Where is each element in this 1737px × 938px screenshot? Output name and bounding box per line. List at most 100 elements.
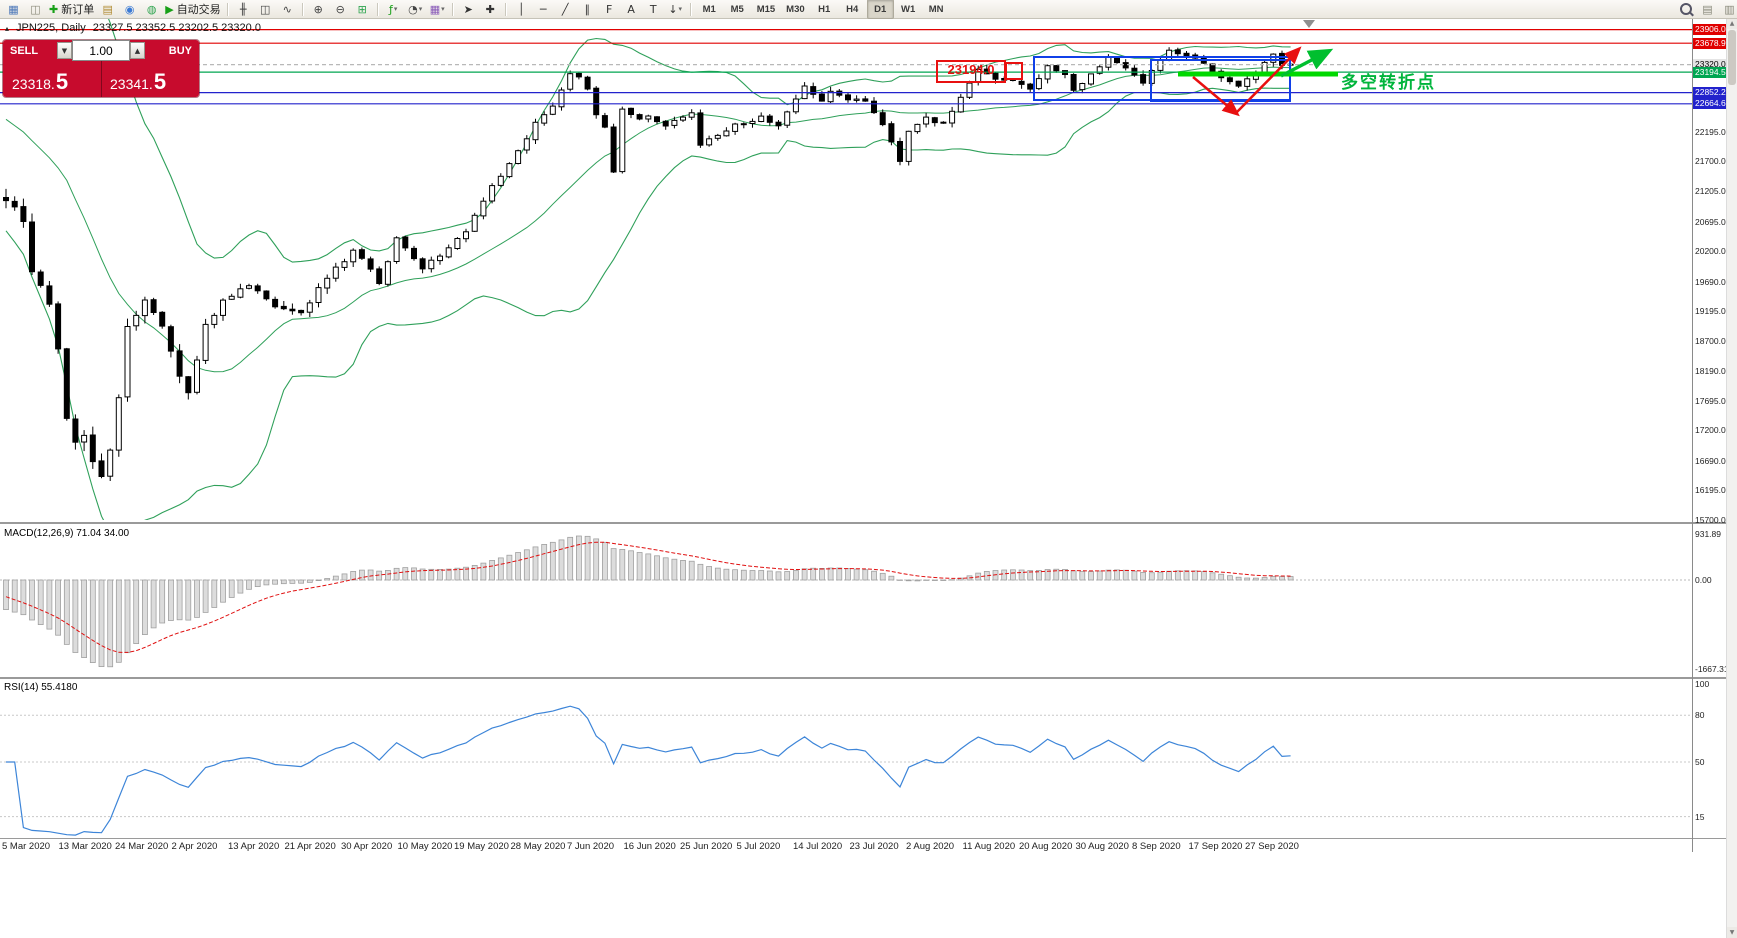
rsi-axis-label: 100 [1695, 679, 1710, 689]
templates-icon[interactable]: ▦ ▾ [429, 2, 445, 16]
timeframe-m15[interactable]: M15 [756, 3, 776, 15]
shift-marker-icon [1303, 20, 1315, 28]
price-tag: 23320.0 [1693, 59, 1729, 71]
zoom-out-icon[interactable]: ⊖ [335, 2, 345, 16]
price-axis-tick: 21205.0 [1695, 186, 1726, 197]
price-axis-tick: 17200.0 [1695, 425, 1726, 436]
cursor-icon[interactable]: ➤ [463, 2, 473, 16]
sell-price-big-digit: 5 [55, 69, 69, 95]
search-icon[interactable] [1675, 1, 1696, 17]
annotation-price-label: 23194.0 [936, 60, 1006, 83]
zoom-in-icon[interactable]: ⊕ [313, 2, 323, 16]
ohlc-values: 23327.5 23352.5 23202.5 23320.0 [92, 22, 261, 34]
volume-increase-button[interactable]: ▲ [130, 42, 145, 59]
scrollbar-down-icon[interactable]: ▼ [1727, 927, 1737, 938]
date-axis-label: 13 Mar 2020 [58, 841, 112, 852]
buy-button[interactable]: 23341. 5 [101, 61, 199, 97]
annotation-blue-box-a [1033, 56, 1291, 101]
timeframe-w1[interactable]: W1 [901, 3, 916, 15]
docs-icon[interactable]: ▥ [1724, 2, 1735, 16]
label-icon[interactable]: T [649, 2, 657, 16]
channel-icon[interactable]: ∥ [584, 2, 590, 16]
toolbar-separator [301, 2, 304, 16]
timeframe-m5[interactable]: M5 [730, 3, 744, 15]
text-icon[interactable]: A [627, 2, 635, 16]
date-axis-label: 14 Jul 2020 [793, 841, 843, 852]
timeframe-m1[interactable]: M1 [702, 3, 716, 15]
price-axis-tick: 16195.0 [1695, 485, 1726, 496]
date-axis-label: 17 Sep 2020 [1188, 841, 1243, 852]
time-axis-border [0, 838, 1727, 839]
macd-axis-label: -1667.31 [1695, 664, 1729, 674]
auto-trading-button[interactable]: ▶ 自动交易 [165, 2, 221, 17]
timeframe-h4[interactable]: H4 [846, 3, 859, 15]
date-axis-label: 2 Aug 2020 [906, 841, 955, 852]
indicators-icon[interactable]: ƒ ▾ [388, 2, 398, 16]
new-order-button[interactable]: ✚ 新订单 [49, 2, 95, 17]
date-axis-label: 19 May 2020 [454, 841, 509, 852]
macd-indicator-label: MACD(12,26,9) 71.04 34.00 [4, 528, 130, 539]
candlestick-chart-icon[interactable]: ◫ [259, 2, 271, 16]
alerts-icon[interactable]: ◉ [124, 2, 135, 16]
fibonacci-icon[interactable]: F [606, 2, 613, 16]
candles-layer [3, 47, 1294, 481]
price-axis-tick: 17695.0 [1695, 395, 1726, 406]
sell-price: 23318. [12, 75, 55, 92]
macd-axis-label: 931.89 [1695, 529, 1721, 539]
annotation-green-arrow-up [1280, 48, 1334, 78]
line-chart-icon[interactable]: ∿ [282, 2, 292, 16]
annotation-small-red-box [1005, 62, 1023, 80]
scrollbar-up-icon[interactable]: ▲ [1727, 18, 1737, 29]
chart-window-icon[interactable]: ▦ [8, 2, 19, 16]
volume-input[interactable] [72, 40, 130, 61]
sell-button[interactable]: 23318. 5 [3, 61, 101, 97]
periods-icon[interactable]: ◔ ▾ [408, 2, 423, 16]
price-axis-tick: 20200.0 [1695, 246, 1726, 257]
arrows-icon[interactable]: ↓ ▾ [668, 2, 683, 16]
panel-splitter-rsi[interactable] [0, 677, 1727, 679]
terminal-icon[interactable]: ▤ [102, 2, 113, 16]
date-axis-label: 20 Aug 2020 [1019, 841, 1073, 852]
annotation-turning-point-text: 多空转折点 [1341, 73, 1436, 92]
vertical-line-icon[interactable]: │ [517, 2, 525, 16]
price-axis-tick: 19195.0 [1695, 306, 1726, 317]
date-axis-label: 25 Jun 2020 [680, 841, 733, 852]
timeframe-m30[interactable]: M30 [786, 3, 805, 15]
tile-windows-icon[interactable]: ⊞ [357, 2, 367, 16]
buy-label: BUY [168, 44, 192, 57]
volume-decrease-button[interactable]: ▼ [57, 42, 72, 59]
community-icon[interactable]: ◍ [146, 2, 157, 16]
search-icon-glyph [1679, 3, 1692, 15]
scrollbar-thumb[interactable] [1728, 30, 1736, 85]
price-tag: 22664.6 [1693, 98, 1729, 110]
toolbar-separator [504, 2, 507, 16]
price-axis-tick: 21700.0 [1695, 156, 1726, 167]
chart-symbol-header: ▴ JPN225, Daily 23327.5 23352.5 23202.5 … [5, 22, 261, 34]
profiles-icon[interactable]: ◫ [30, 2, 41, 16]
price-axis-tick: 18190.0 [1695, 366, 1726, 377]
date-axis-label: 16 Jun 2020 [623, 841, 676, 852]
rsi-indicator-label: RSI(14) 55.4180 [4, 682, 78, 693]
sell-label: SELL [10, 44, 39, 57]
vertical-scrollbar[interactable]: ▲ ▼ [1726, 18, 1737, 938]
macd-signal-line [5, 541, 1291, 653]
timeframe-d1[interactable]: D1 [866, 0, 894, 19]
date-axis-label: 28 May 2020 [510, 841, 566, 852]
oneclick-toggle-icon[interactable]: ▴ [5, 23, 10, 33]
bar-chart-icon[interactable]: ╫ [239, 2, 247, 16]
trade-panel-price-row: 23318. 5 23341. 5 [3, 61, 199, 97]
timeframe-h1[interactable]: H1 [818, 3, 831, 15]
macd-histogram [3, 535, 1294, 668]
panel-splitter-macd[interactable] [0, 522, 1727, 524]
date-axis-label: 5 Mar 2020 [2, 841, 51, 852]
trendline-icon[interactable]: ╱ [561, 2, 569, 16]
horizontal-line-icon[interactable]: ─ [539, 2, 547, 16]
crosshair-icon[interactable]: ✚ [485, 2, 495, 16]
date-axis-label: 13 Apr 2020 [228, 841, 280, 852]
metaeditor-icon[interactable]: ▤ [1702, 2, 1713, 16]
timeframe-mn[interactable]: MN [928, 3, 944, 15]
toolbar-separator [226, 2, 229, 16]
